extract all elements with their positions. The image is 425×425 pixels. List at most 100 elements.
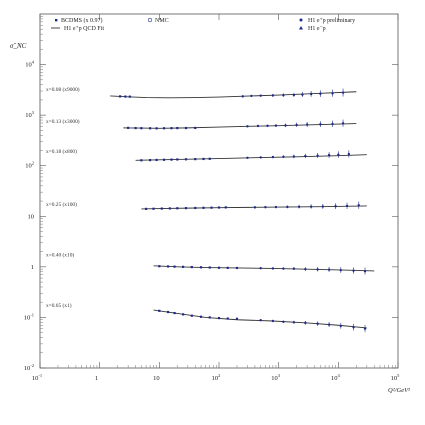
- h1-point: [327, 153, 331, 157]
- h1-point: [321, 205, 325, 208]
- h1-point: [259, 94, 262, 97]
- legend-nmc-marker: [147, 17, 153, 23]
- bins: x=0.08 (x9000) x=0.13 (x3000) x=0.18 (x800…: [46, 86, 375, 333]
- bcdms-point: [217, 266, 221, 269]
- bcdms-point: [184, 126, 188, 130]
- h1-point: [363, 327, 367, 330]
- h1-point: [292, 267, 296, 270]
- h1-point: [292, 321, 296, 324]
- h1-point: [309, 92, 313, 96]
- h1-point: [331, 122, 334, 126]
- bcdms-point: [162, 127, 166, 130]
- bcdms-point: [208, 266, 211, 269]
- bcdms-point: [162, 158, 166, 161]
- fit-curve: [141, 205, 367, 210]
- bcdms-point: [181, 313, 185, 316]
- h1-point: [266, 124, 269, 128]
- bcdms-point: [140, 127, 143, 130]
- y-axis-title: σ̃_NC: [10, 42, 27, 50]
- h1-point: [363, 270, 367, 273]
- h1-point: [337, 153, 340, 156]
- bcdms-point: [194, 126, 197, 130]
- bcdms-point: [158, 265, 161, 268]
- bcdms-point: [144, 207, 148, 210]
- x-axis-title: Q²/GeV²: [388, 387, 411, 394]
- bcdms-point: [224, 206, 227, 209]
- bin-label: x=0.65 (x1): [46, 302, 72, 309]
- h1-point: [339, 324, 343, 328]
- x-tick-exponent: 5: [397, 373, 400, 378]
- bcdms-point: [217, 316, 221, 320]
- legend-bcdms-label: BCDMS (x 0.97): [61, 17, 103, 24]
- h1-point: [256, 124, 260, 128]
- plot-border: [39, 13, 399, 369]
- h1-point: [246, 125, 249, 128]
- y-tick-label: 102: [25, 161, 34, 170]
- x-tick-label: 1: [95, 375, 98, 382]
- legend-fit-label: H1 e⁺p QCD Fit: [64, 26, 104, 32]
- bcdms-point: [208, 316, 211, 319]
- h1-point: [304, 267, 307, 271]
- legend-nmc-label: NMC: [155, 18, 169, 24]
- bcdms-point: [226, 317, 229, 320]
- h1-point: [305, 123, 309, 126]
- y-tick-exponent: -2: [30, 363, 34, 368]
- bcdms-point: [148, 159, 152, 162]
- legend-bcdms-marker: [55, 19, 58, 22]
- h1-point: [282, 320, 285, 323]
- h1-point: [284, 124, 287, 127]
- bin-group: x=0.65 (x1): [46, 302, 367, 333]
- y-tick-exponent: 4: [32, 60, 35, 65]
- h1-point: [282, 93, 285, 97]
- bin-group: x=0.08 (x9000): [46, 86, 357, 99]
- bcdms-point: [128, 95, 131, 98]
- bin-group: x=0.40 (x10): [46, 252, 375, 275]
- bcdms-point: [190, 265, 193, 269]
- h1-point: [345, 204, 349, 208]
- h1-point: [282, 155, 285, 159]
- bcdms-point: [202, 206, 205, 209]
- bcdms-point: [152, 207, 155, 210]
- h1-point: [352, 269, 355, 272]
- h1-point: [274, 124, 278, 127]
- bin-group: x=0.25 (x100): [46, 201, 367, 210]
- h1-point: [259, 267, 262, 270]
- bin-label: x=0.25 (x100): [46, 201, 77, 208]
- h1-point: [271, 267, 275, 270]
- bcdms-point: [181, 265, 185, 268]
- h1-point: [259, 319, 262, 322]
- y-tick-label: 10: [28, 213, 35, 220]
- h1-point: [297, 205, 301, 209]
- y-tick-label: 104: [25, 60, 35, 69]
- bcdms-point: [168, 207, 171, 210]
- y-tick-exponent: 3: [32, 110, 35, 115]
- bcdms-point: [170, 158, 173, 161]
- h1-point: [316, 154, 319, 157]
- bin-group: x=0.18 (x800): [46, 148, 367, 162]
- x-tick-exponent: 2: [218, 373, 220, 378]
- h1-point: [253, 206, 257, 209]
- y-tick-exponent: 2: [32, 161, 34, 166]
- y-tick-label: 1: [31, 264, 34, 271]
- bcdms-point: [166, 310, 170, 314]
- bcdms-point: [235, 317, 239, 320]
- bcdms-point: [118, 95, 122, 98]
- h1-point: [357, 204, 360, 207]
- x-tick-exponent: 3: [278, 373, 281, 378]
- legend-h1-em-label: H1 e⁻p: [308, 26, 326, 32]
- bcdms-point: [134, 126, 137, 130]
- bcdms-point: [176, 207, 179, 210]
- bcdms-point: [124, 95, 127, 98]
- h1-point: [304, 321, 307, 325]
- x-tick-label: 102: [212, 373, 221, 382]
- bin-label: x=0.18 (x800): [46, 148, 77, 155]
- h1-point: [286, 205, 289, 209]
- bcdms-point: [158, 309, 161, 312]
- h1-point: [339, 268, 343, 272]
- h1-point: [331, 92, 334, 95]
- h1-point: [319, 123, 322, 126]
- legend-h1-em-marker: [299, 26, 303, 30]
- bcdms-point: [155, 127, 158, 130]
- fit-curve: [110, 91, 357, 99]
